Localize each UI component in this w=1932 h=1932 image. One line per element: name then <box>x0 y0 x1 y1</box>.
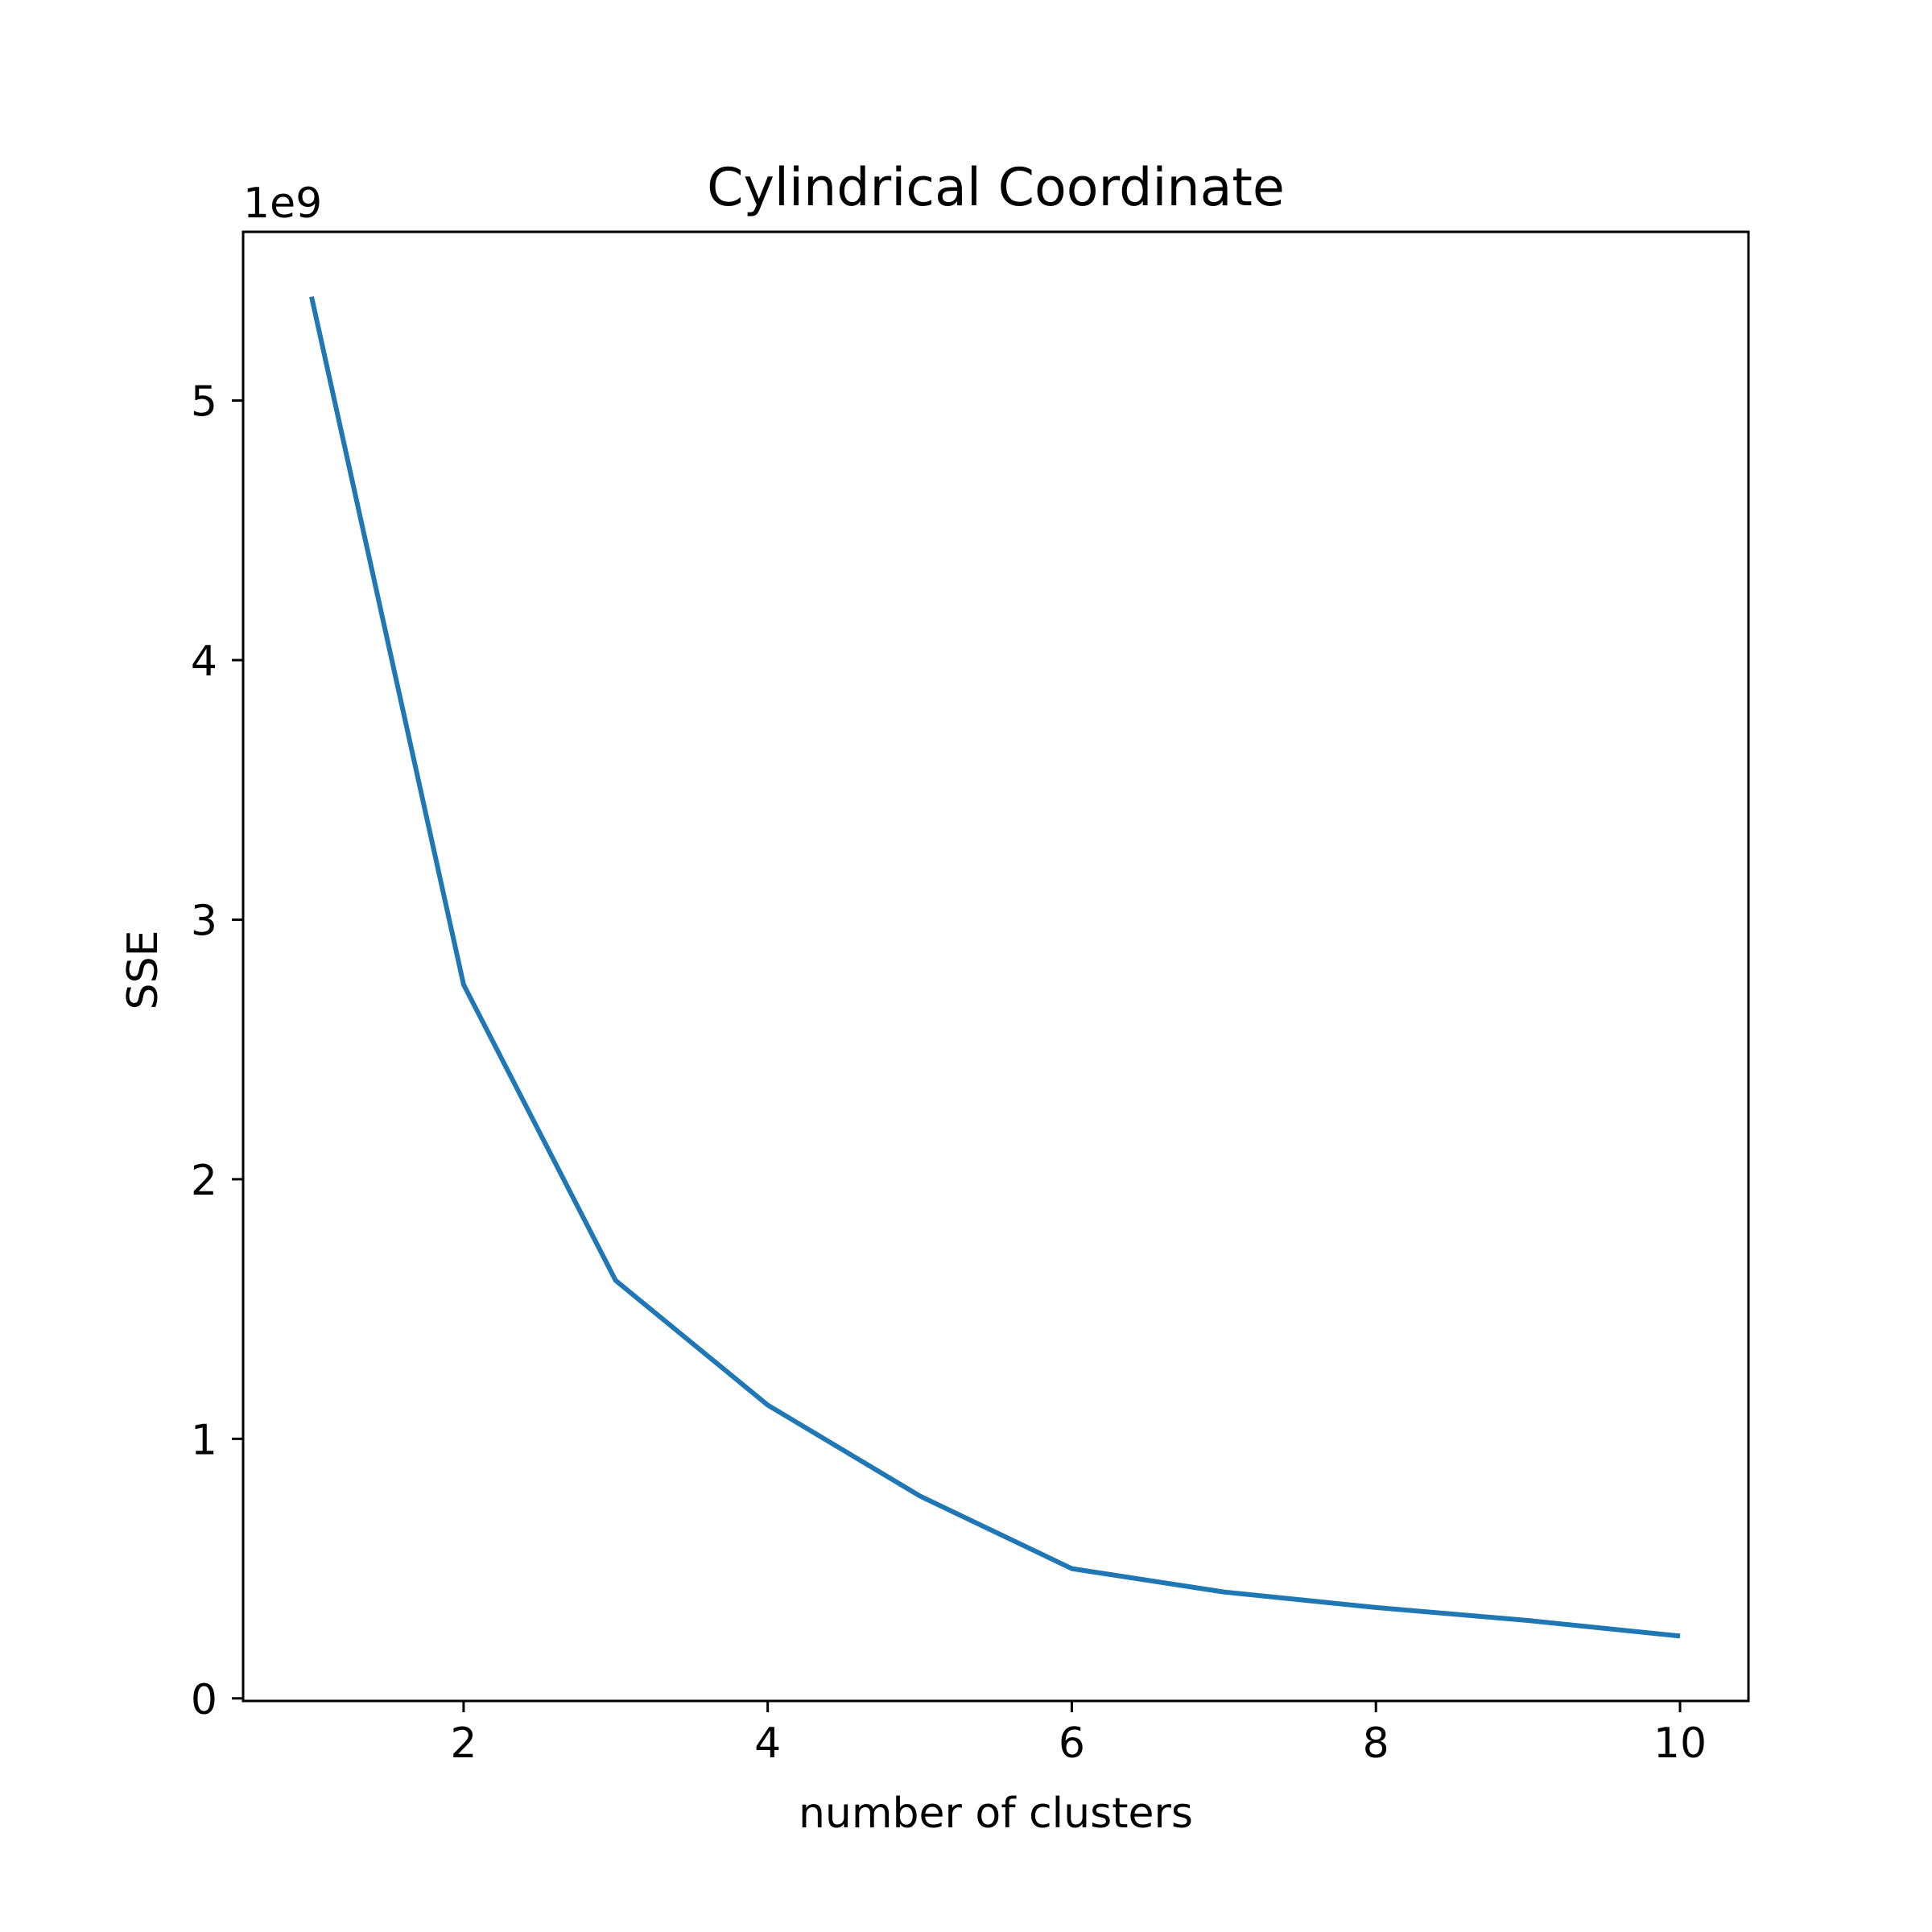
y-tick-label: 4 <box>191 638 217 686</box>
sse-series-line <box>309 295 1681 1639</box>
x-tick-label: 6 <box>1059 1719 1085 1768</box>
y-tick-label: 0 <box>191 1676 217 1724</box>
y-tick-label: 3 <box>191 897 217 945</box>
sse-data-point <box>1069 1567 1074 1571</box>
sse-data-point <box>1525 1618 1530 1623</box>
sse-data-point <box>1678 1633 1682 1638</box>
y-tick-label: 2 <box>191 1157 217 1205</box>
x-tick-label: 2 <box>450 1719 477 1768</box>
x-tick-label: 4 <box>754 1719 781 1768</box>
plot-area-frame <box>242 230 1750 1703</box>
x-axis-ticks: 2 4 6 8 10 <box>450 1701 1707 1768</box>
y-tick-label: 5 <box>191 378 217 427</box>
sse-data-point <box>309 295 314 299</box>
series-layer <box>309 295 1682 1639</box>
y-axis-ticks: 0 1 2 3 4 5 <box>191 378 243 1724</box>
y-axis-offset-label: 1e9 <box>243 180 322 228</box>
y-tick-label: 1 <box>191 1416 217 1464</box>
sse-data-point <box>461 982 466 987</box>
sse-data-point <box>613 1278 618 1283</box>
sse-data-point <box>1373 1605 1378 1610</box>
sse-data-point <box>766 1402 770 1407</box>
x-axis-label: number of clusters <box>799 1790 1193 1838</box>
x-tick-label: 10 <box>1653 1719 1707 1768</box>
sse-data-point <box>918 1493 923 1498</box>
sse-data-point <box>1221 1590 1226 1595</box>
chart-title: Cylindrical Coordinate <box>707 158 1285 218</box>
y-axis-label: SSE <box>119 931 167 1010</box>
x-tick-label: 8 <box>1363 1719 1389 1768</box>
